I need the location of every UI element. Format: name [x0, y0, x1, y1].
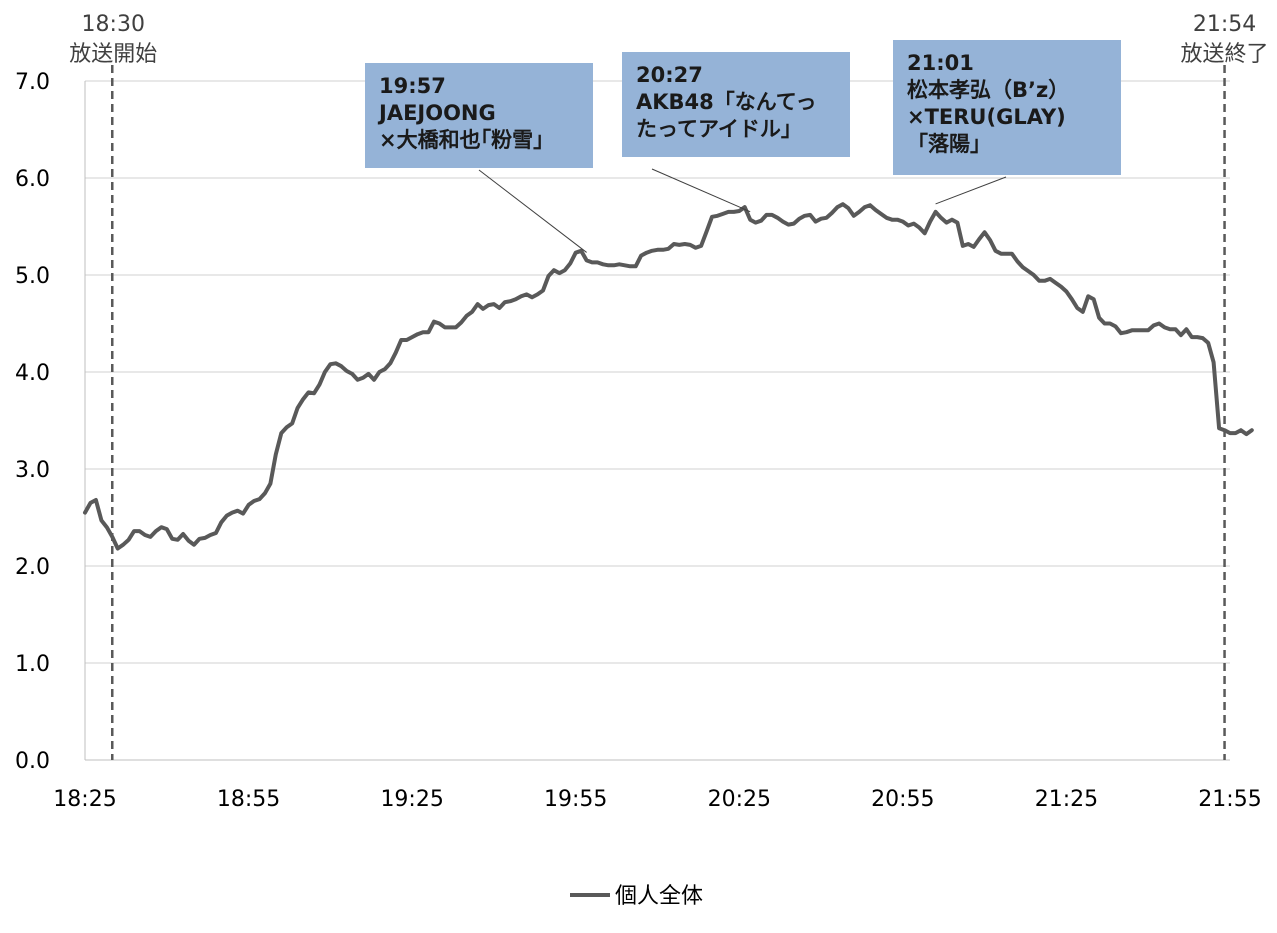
- callout-text-line: AKB48「なんてっ: [636, 90, 816, 114]
- y-tick-label: 7.0: [15, 70, 50, 95]
- x-tick-label: 20:25: [708, 787, 771, 812]
- callout-text-line: 21:01: [907, 51, 974, 75]
- callout-text-line: 松本孝弘（B’z）: [907, 78, 1069, 102]
- x-tick-label: 19:55: [544, 787, 607, 812]
- marker-text-label: 放送開始: [69, 42, 157, 67]
- callout-box: [893, 40, 1121, 175]
- y-tick-label: 4.0: [15, 361, 50, 386]
- callout-box: [365, 63, 593, 168]
- y-tick-label: 0.0: [15, 749, 50, 774]
- x-tick-label: 18:25: [53, 787, 116, 812]
- axes: 0.0 1.0 2.0 3.0 4.0 5.0 6.0 7.0 18:25 18:55 19:25 1…: [15, 70, 1262, 812]
- y-tick-label: 6.0: [15, 167, 50, 192]
- callout-text-line: 19:57: [379, 74, 446, 98]
- callout-text-line: 20:27: [636, 63, 703, 87]
- y-tick-label: 2.0: [15, 555, 50, 580]
- y-tick-label: 5.0: [15, 264, 50, 289]
- callout-text-line: ×TERU(GLAY): [907, 105, 1066, 129]
- callouts: 19:57 JAEJOONG ×大橋和也｢粉雪｣ 20:27 AKB48「なんてったって…: [365, 40, 1121, 253]
- legend: 個人全体: [570, 884, 703, 909]
- x-tick-label: 20:55: [871, 787, 934, 812]
- x-tick-label: 21:25: [1035, 787, 1098, 812]
- y-tick-label: 3.0: [15, 458, 50, 483]
- callout-leader-line: [478, 169, 587, 253]
- marker-text-label: 放送終了: [1181, 42, 1269, 67]
- x-tick-label: 21:55: [1198, 787, 1261, 812]
- callout-leader-line: [935, 176, 1007, 205]
- marker-time-label: 21:54: [1193, 12, 1256, 37]
- gridlines: [85, 80, 1230, 664]
- series-layer: [83, 202, 1254, 551]
- callout-text-line: たってアイドル」: [636, 117, 802, 141]
- callout-leader-line: [651, 168, 751, 213]
- y-tick-label: 1.0: [15, 652, 50, 677]
- legend-label: 個人全体: [615, 884, 703, 909]
- callout-text-line: 「落陽」: [907, 132, 991, 156]
- x-tick-label: 18:55: [217, 787, 280, 812]
- marker-time-label: 18:30: [82, 12, 145, 37]
- series-line-個人全体: [83, 202, 1254, 551]
- callout-box: [622, 52, 850, 157]
- callout-text-line: ×大橋和也｢粉雪｣: [379, 128, 544, 152]
- x-tick-label: 19:25: [380, 787, 443, 812]
- callout-text-line: JAEJOONG: [377, 101, 496, 125]
- broadcast-markers: 18:30 放送開始 21:54 放送終了: [69, 12, 1269, 760]
